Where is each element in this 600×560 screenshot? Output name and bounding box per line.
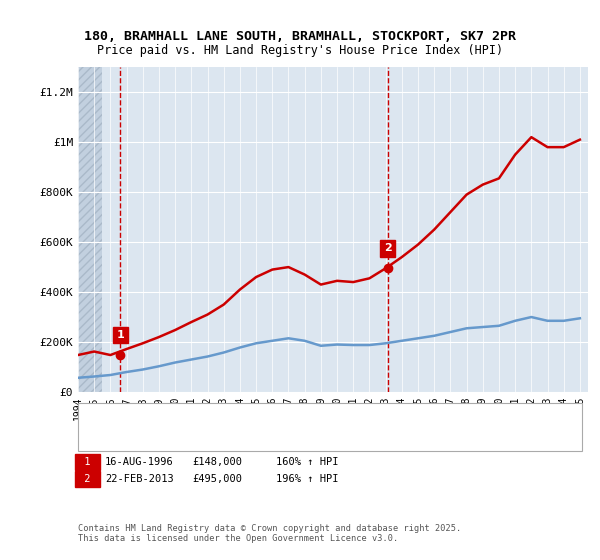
Text: 22-FEB-2013: 22-FEB-2013 (105, 474, 174, 484)
Text: 1: 1 (116, 330, 124, 340)
Text: 180, BRAMHALL LANE SOUTH, BRAMHALL, STOCKPORT, SK7 2PR (semi-detached house): 180, BRAMHALL LANE SOUTH, BRAMHALL, STOC… (120, 412, 529, 421)
Text: 2: 2 (78, 474, 97, 484)
Text: £495,000: £495,000 (192, 474, 242, 484)
Text: 1: 1 (78, 457, 97, 467)
Text: 180, BRAMHALL LANE SOUTH, BRAMHALL, STOCKPORT, SK7 2PR: 180, BRAMHALL LANE SOUTH, BRAMHALL, STOC… (84, 30, 516, 43)
Text: 160% ↑ HPI: 160% ↑ HPI (276, 457, 338, 467)
Text: ——: —— (90, 431, 105, 444)
Text: ——: —— (90, 410, 105, 423)
Text: £148,000: £148,000 (192, 457, 242, 467)
Text: HPI: Average price, semi-detached house, Stockport: HPI: Average price, semi-detached house,… (120, 433, 389, 442)
Text: Price paid vs. HM Land Registry's House Price Index (HPI): Price paid vs. HM Land Registry's House … (97, 44, 503, 57)
Text: 16-AUG-1996: 16-AUG-1996 (105, 457, 174, 467)
Text: 196% ↑ HPI: 196% ↑ HPI (276, 474, 338, 484)
Text: 2: 2 (383, 244, 391, 253)
Bar (78, 67, 102, 392)
Text: Contains HM Land Registry data © Crown copyright and database right 2025.
This d: Contains HM Land Registry data © Crown c… (78, 524, 461, 543)
